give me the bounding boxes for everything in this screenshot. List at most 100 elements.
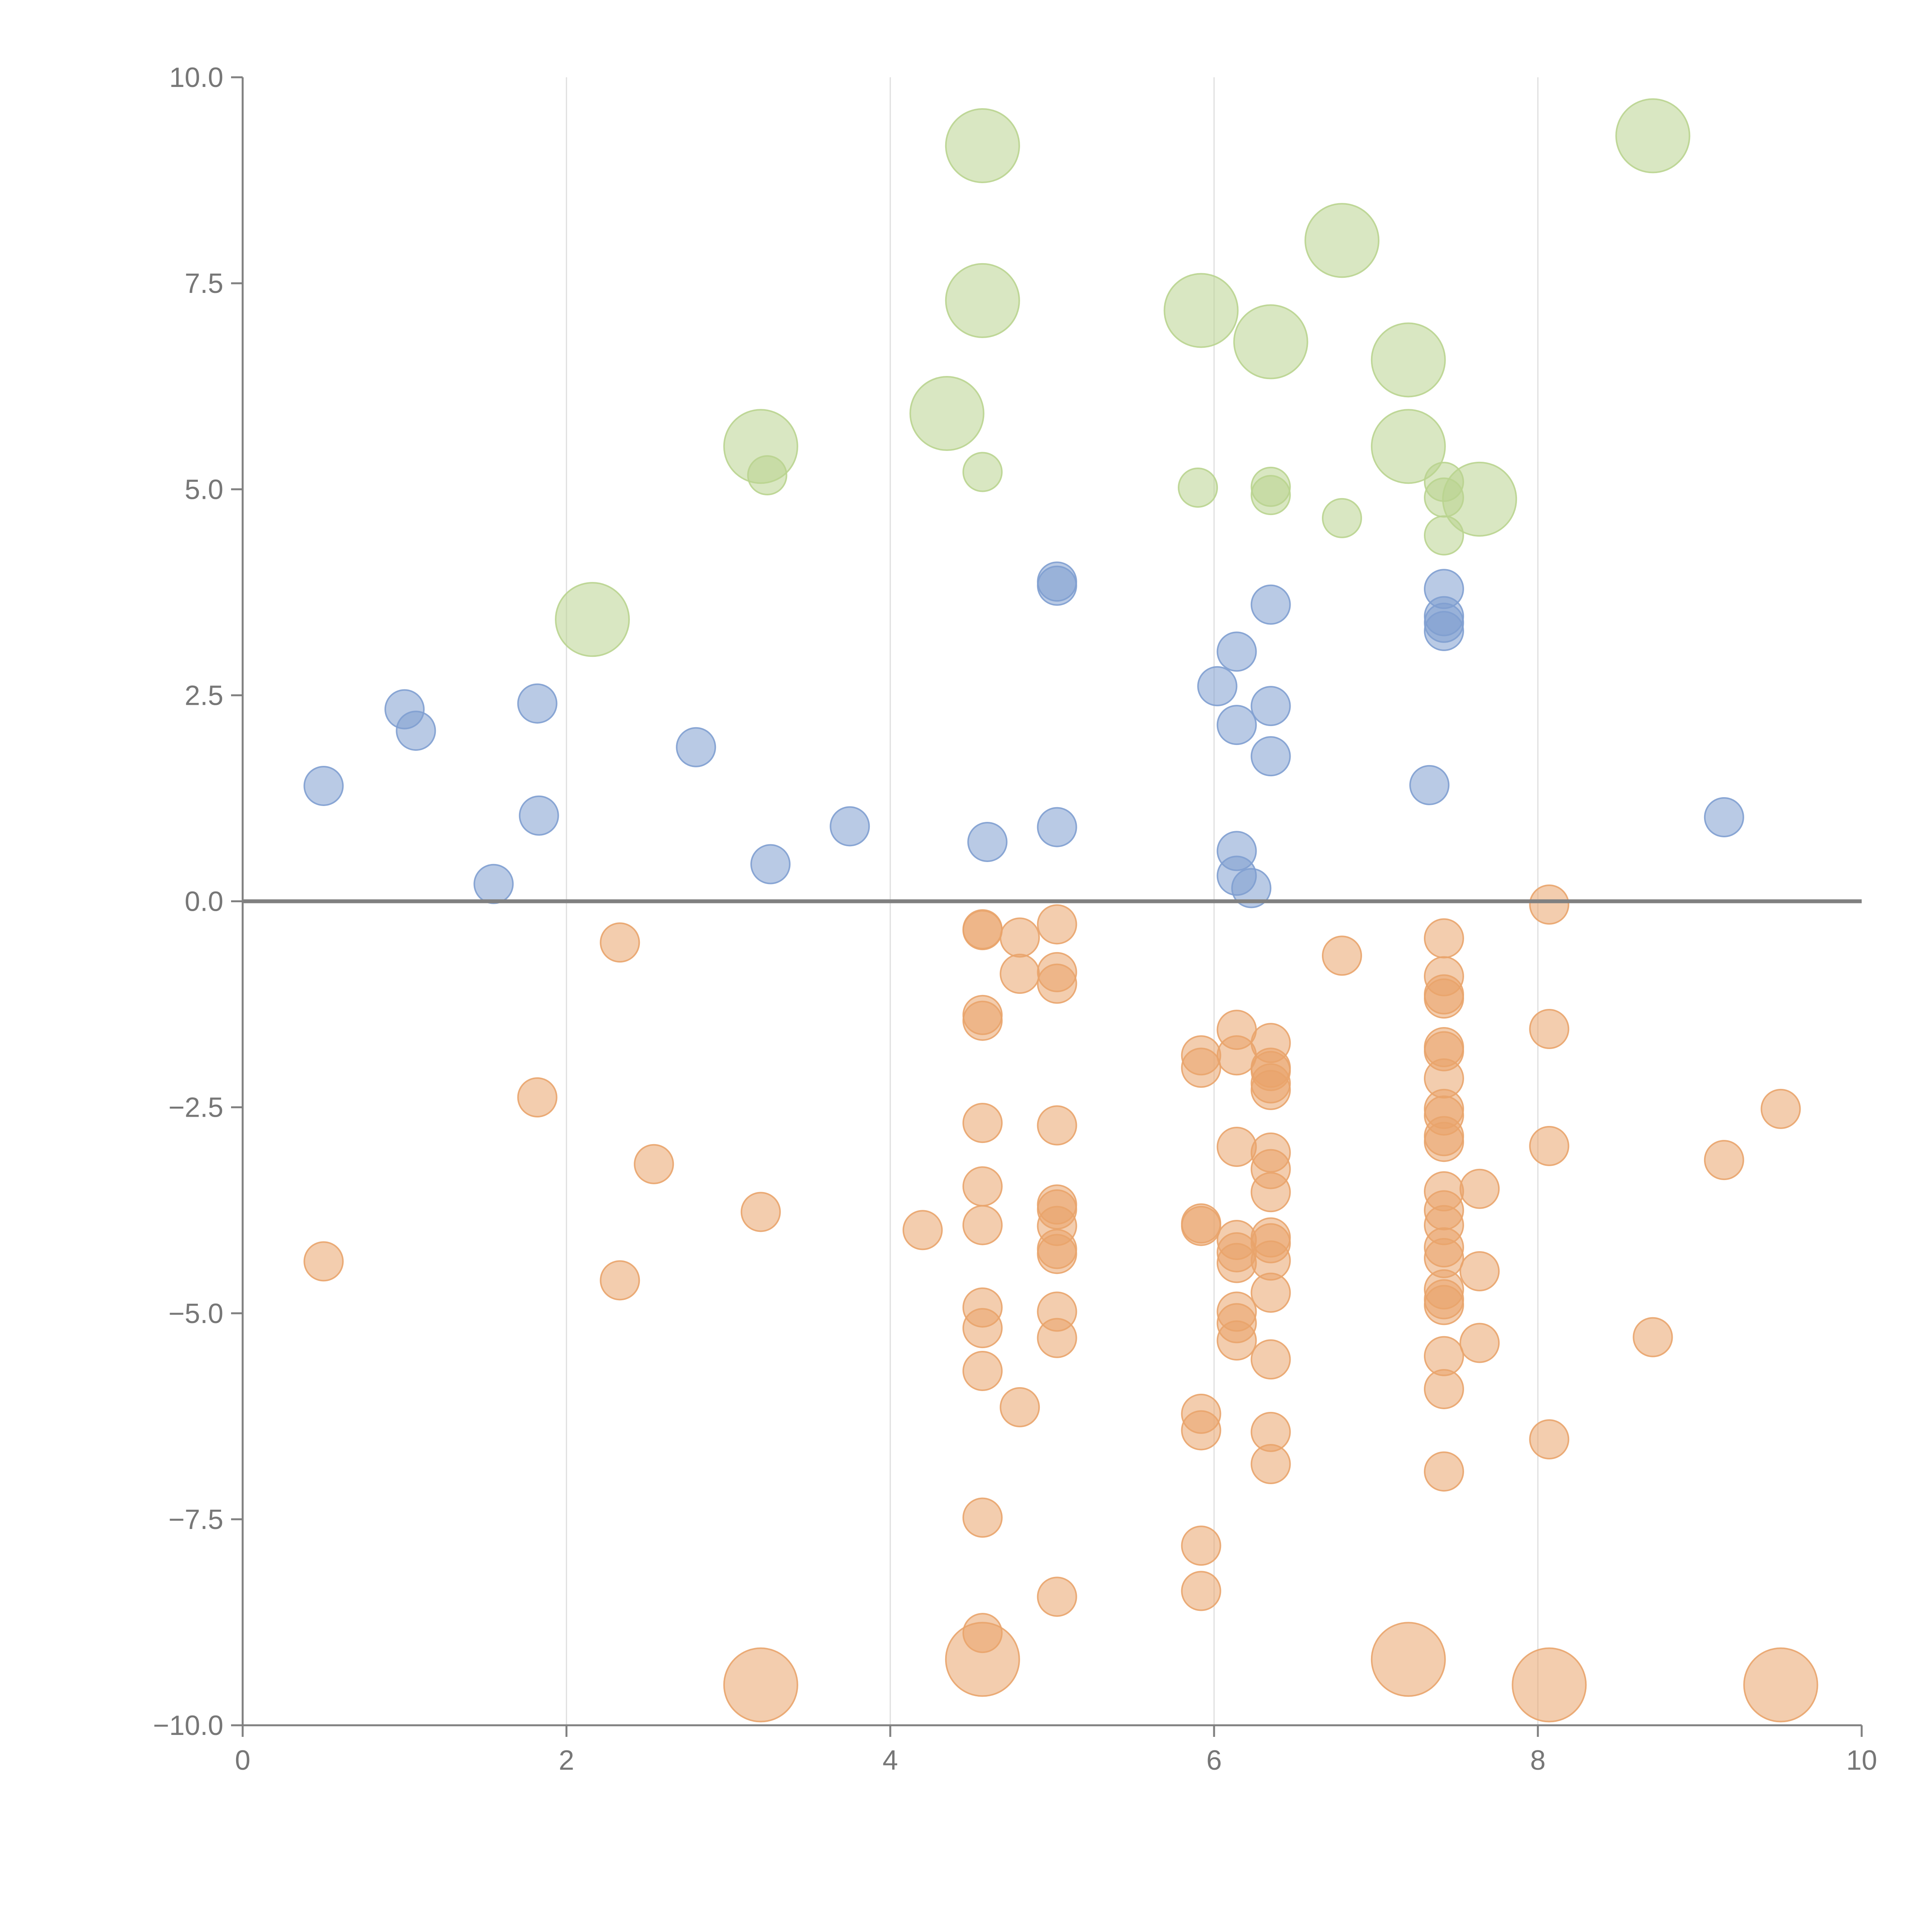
data-point [1233, 304, 1308, 379]
data-point [830, 806, 870, 847]
data-point [1037, 1234, 1077, 1274]
data-point [750, 844, 791, 884]
y-tick-label: 2.5 [185, 680, 223, 711]
data-point [676, 727, 716, 767]
data-point [634, 1144, 674, 1184]
data-point [1250, 1070, 1291, 1110]
data-point [1322, 498, 1362, 538]
data-point [1216, 1320, 1257, 1361]
data-point [909, 376, 985, 451]
data-point [945, 263, 1020, 338]
data-point [1231, 868, 1272, 908]
data-point [1216, 1243, 1257, 1283]
data-point [1163, 273, 1239, 348]
data-point [1423, 1451, 1464, 1492]
y-tick-label: −5.0 [168, 1298, 223, 1329]
data-point [902, 1210, 943, 1250]
data-point [1037, 1318, 1077, 1358]
data-point [1181, 1571, 1221, 1611]
data-point [1371, 322, 1446, 398]
data-point [723, 409, 798, 484]
data-point [1037, 1105, 1077, 1146]
y-tick-label: −10.0 [153, 1710, 223, 1741]
data-point [519, 795, 559, 836]
data-point [962, 1497, 1003, 1538]
y-tick-label: 0.0 [185, 886, 223, 917]
x-tick-label: 0 [235, 1745, 250, 1776]
data-point [555, 582, 630, 657]
data-point [1423, 918, 1464, 959]
data-point [1216, 1035, 1257, 1076]
data-point [1178, 467, 1218, 508]
data-point [1459, 1168, 1500, 1209]
data-point [600, 1260, 640, 1301]
data-point [1529, 884, 1570, 925]
data-point [1423, 1122, 1464, 1162]
x-tick-label: 4 [883, 1745, 898, 1776]
data-point [1216, 1126, 1257, 1167]
data-point [723, 1647, 798, 1723]
x-tick-label: 6 [1206, 1745, 1222, 1776]
data-point [962, 1103, 1003, 1143]
data-point [1000, 954, 1040, 994]
data-point [1704, 797, 1744, 837]
data-point [517, 1077, 558, 1118]
data-point [962, 1308, 1003, 1349]
data-point [1000, 1387, 1040, 1427]
data-point [1250, 1272, 1291, 1313]
data-points [303, 98, 1818, 1723]
data-point [1760, 1088, 1801, 1129]
data-point [962, 452, 1003, 492]
data-point [1250, 1339, 1291, 1380]
data-point [396, 711, 436, 751]
data-point [1615, 98, 1690, 173]
data-point [1181, 1206, 1221, 1246]
data-point [1322, 935, 1362, 976]
axes: 0 2 4 6 8 10 10.0 7.5 5.0 2.5 0.0 −2.5 −5.0 −7.5 −10.0 [153, 62, 1877, 1776]
data-point [1037, 1577, 1077, 1617]
data-point [1529, 1009, 1570, 1049]
y-tick-label: −2.5 [168, 1092, 223, 1123]
data-point [945, 108, 1020, 183]
data-point [1423, 1285, 1464, 1325]
data-point [1423, 611, 1464, 651]
data-point [1250, 1444, 1291, 1484]
data-point [303, 1241, 344, 1282]
data-point [1409, 765, 1450, 805]
data-point [1704, 1140, 1744, 1180]
data-point [1250, 736, 1291, 777]
data-point [1037, 807, 1077, 847]
data-point [1371, 1622, 1446, 1697]
data-point [1250, 686, 1291, 726]
data-point [1037, 963, 1077, 1004]
data-point [1423, 978, 1464, 1019]
data-point [1181, 1410, 1221, 1451]
data-point [962, 1351, 1003, 1391]
data-point [1197, 666, 1238, 706]
data-point [962, 1205, 1003, 1245]
data-point [1459, 1323, 1500, 1363]
x-tick-label: 8 [1530, 1745, 1546, 1776]
data-point [1037, 565, 1077, 606]
data-point [1529, 1126, 1570, 1166]
data-point [1250, 584, 1291, 625]
data-point [962, 1000, 1003, 1041]
data-point [600, 922, 640, 963]
x-tick-label: 10 [1846, 1745, 1877, 1776]
data-point [473, 864, 514, 904]
data-point [1423, 1369, 1464, 1409]
y-tick-label: 10.0 [169, 62, 223, 93]
data-point [962, 909, 1003, 950]
data-point [517, 683, 558, 724]
data-point [740, 1192, 781, 1232]
data-point [1181, 1048, 1221, 1088]
data-point [1743, 1647, 1818, 1723]
data-point [1181, 1526, 1221, 1566]
y-tick-label: −7.5 [168, 1504, 223, 1535]
data-point [1216, 631, 1257, 672]
data-point [1512, 1647, 1587, 1723]
data-point [1250, 475, 1291, 515]
data-point [1459, 1251, 1500, 1291]
data-point [1250, 1172, 1291, 1213]
data-point [303, 765, 344, 806]
